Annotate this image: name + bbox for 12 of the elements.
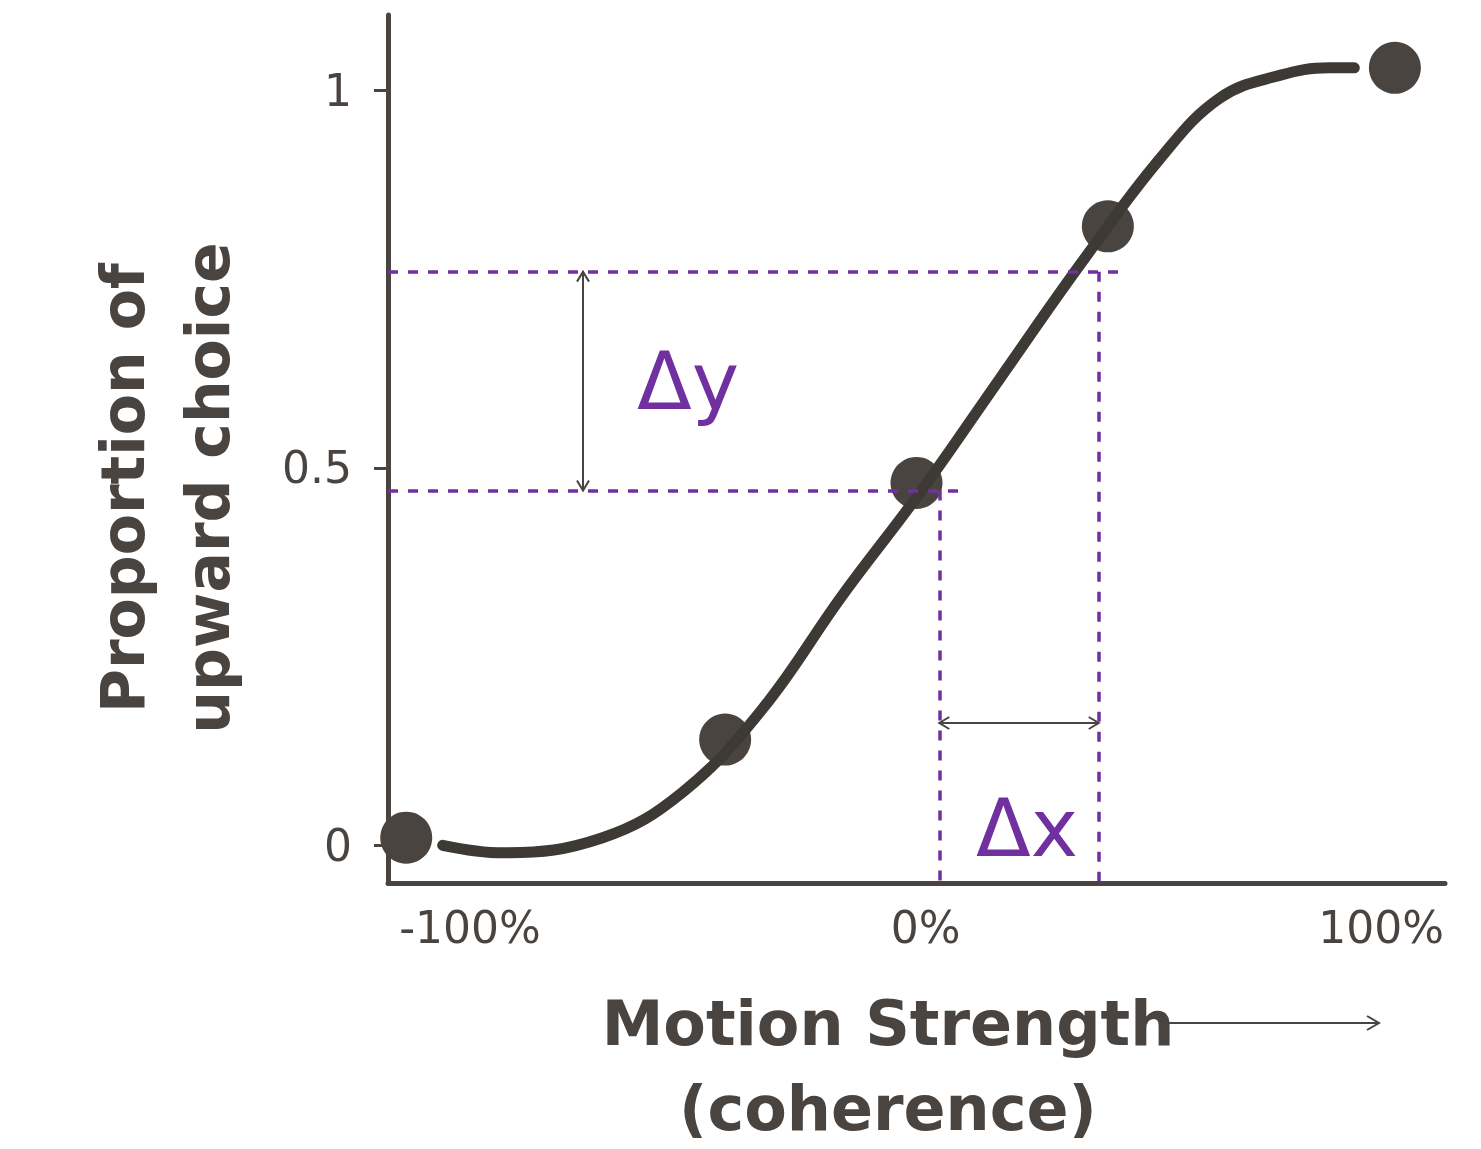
y-tick-label: 0 xyxy=(324,819,352,871)
y-axis-title: Proportion of upward choice xyxy=(88,242,243,734)
x-axis-title: Motion Strength (coherence) xyxy=(601,986,1175,1145)
annotation: Δx xyxy=(975,781,1079,875)
y-tick-label: 0.5 xyxy=(282,442,352,494)
x-tick-label: -100% xyxy=(399,901,541,953)
x-tick-label: 0% xyxy=(890,901,961,953)
point xyxy=(1368,41,1421,94)
x-tick-label: 100% xyxy=(1318,901,1445,953)
annotation: Δy xyxy=(636,334,740,428)
y-tick-label: 1 xyxy=(324,64,352,116)
point xyxy=(380,811,433,864)
